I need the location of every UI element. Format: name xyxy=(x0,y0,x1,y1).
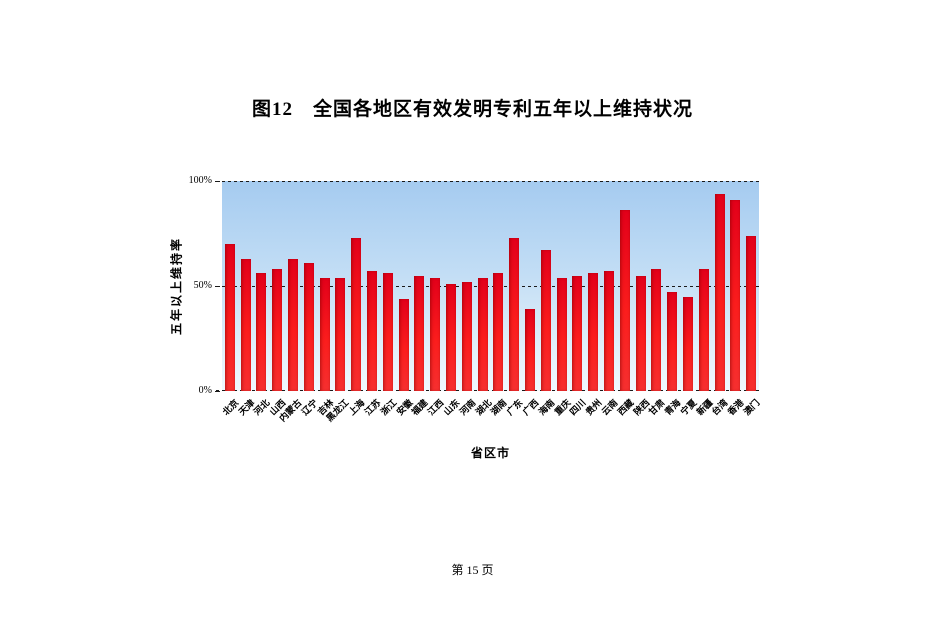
plot-area xyxy=(216,181,761,391)
bar-云南 xyxy=(603,271,614,391)
bar-吉林 xyxy=(319,277,330,391)
bar-天津 xyxy=(240,258,251,391)
bar-香港 xyxy=(730,199,741,391)
bar-黑龙江 xyxy=(335,277,346,391)
bar-湖北 xyxy=(477,277,488,391)
bar-辽宁 xyxy=(303,262,314,391)
bar-内蒙古 xyxy=(288,258,299,391)
gridline-100 xyxy=(216,181,761,182)
bar-台湾 xyxy=(714,193,725,391)
bar-河南 xyxy=(461,281,472,391)
bar-江苏 xyxy=(367,271,378,391)
y-tick-label-0: 0% xyxy=(198,385,212,396)
bar-甘肃 xyxy=(651,269,662,391)
x-axis-title: 省区市 xyxy=(470,446,510,460)
bar-宁夏 xyxy=(682,296,693,391)
bar-海南 xyxy=(540,250,551,391)
bar-青海 xyxy=(667,292,678,391)
page-number: 第 15 页 xyxy=(451,563,494,577)
bar-山东 xyxy=(446,283,456,391)
bar-陕西 xyxy=(635,275,646,391)
y-tick-mark xyxy=(215,391,220,392)
bar-河北 xyxy=(256,273,267,391)
x-labels: 北京 天津 河北 山西 内蒙古 辽宁 吉林 黑龙江 上海 江苏 浙江 安徽 福建 江西 山东 河南 湖北 湖南 广东… xyxy=(220,397,762,424)
bar-西藏 xyxy=(619,210,630,391)
bar-浙江 xyxy=(382,273,393,391)
bar-山西 xyxy=(272,269,283,391)
bar-重庆 xyxy=(556,277,567,391)
bar-新疆 xyxy=(698,269,709,391)
bar-江西 xyxy=(430,277,441,391)
bar-上海 xyxy=(351,237,362,391)
gridline-0 xyxy=(216,390,761,391)
bar-安徽 xyxy=(398,298,409,391)
bar-澳门 xyxy=(746,235,757,391)
bar-广东 xyxy=(509,237,520,391)
y-tick-label-100: 100% xyxy=(188,175,212,186)
chart-title: 图12 全国各地区有效发明专利五年以上维持状况 xyxy=(251,99,693,120)
bar-四川 xyxy=(572,275,583,391)
bar-广西 xyxy=(524,309,535,391)
bar-北京 xyxy=(224,244,235,391)
gridline-50 xyxy=(216,286,761,287)
bar-贵州 xyxy=(588,273,599,391)
bar-福建 xyxy=(414,275,425,391)
bar-湖南 xyxy=(493,273,504,391)
y-tick-label-50: 50% xyxy=(193,280,212,291)
